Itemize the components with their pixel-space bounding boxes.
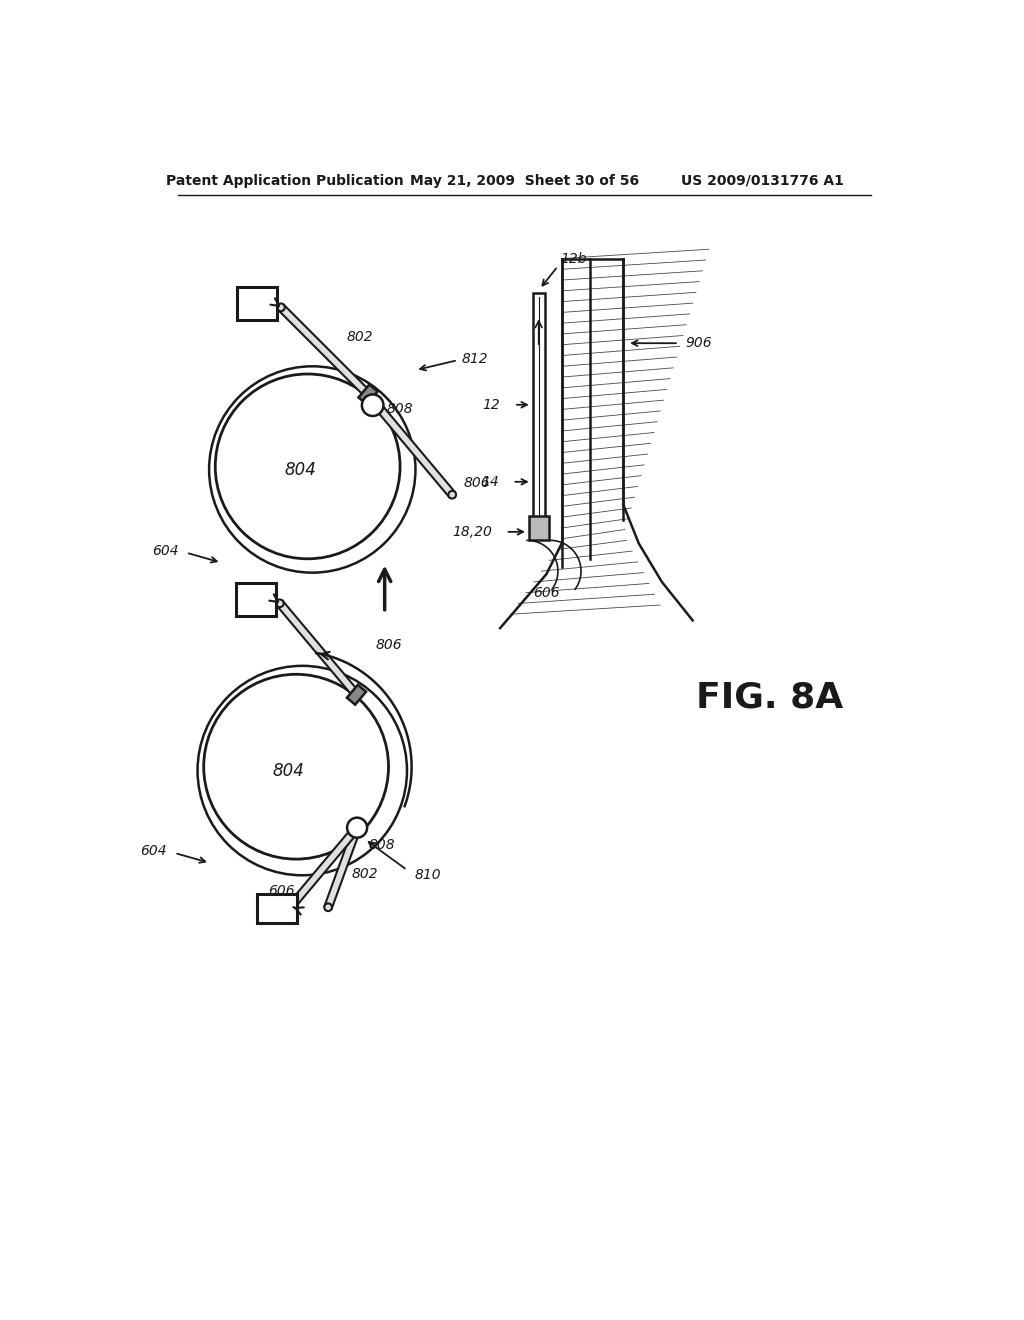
Circle shape	[325, 903, 332, 911]
Bar	[257, 894, 297, 923]
Bar	[532, 293, 545, 536]
Polygon shape	[358, 384, 378, 404]
Text: 804: 804	[272, 762, 304, 780]
Text: US 2009/0131776 A1: US 2009/0131776 A1	[681, 174, 844, 187]
Bar	[237, 288, 278, 319]
Text: FIG. 8A: FIG. 8A	[696, 680, 844, 714]
Text: 808: 808	[386, 403, 413, 416]
Text: 804: 804	[284, 461, 315, 479]
Text: 606: 606	[534, 586, 560, 601]
Text: May 21, 2009  Sheet 30 of 56: May 21, 2009 Sheet 30 of 56	[411, 174, 639, 187]
Polygon shape	[276, 601, 359, 697]
Text: 12: 12	[246, 294, 268, 313]
Text: 906: 906	[685, 337, 712, 350]
Text: 810: 810	[415, 869, 441, 883]
Text: 802: 802	[347, 330, 374, 343]
Polygon shape	[279, 305, 371, 397]
Text: 12b: 12b	[560, 252, 587, 265]
Circle shape	[275, 599, 284, 607]
Circle shape	[347, 817, 367, 838]
Polygon shape	[347, 685, 366, 705]
Text: 18,20: 18,20	[453, 525, 493, 539]
Text: 14: 14	[481, 475, 499, 488]
Text: Patent Application Publication: Patent Application Publication	[166, 174, 403, 187]
Text: 604: 604	[140, 845, 167, 858]
Polygon shape	[325, 826, 360, 908]
Text: 802: 802	[352, 867, 379, 880]
Text: 604: 604	[152, 544, 178, 558]
Circle shape	[361, 395, 383, 416]
Circle shape	[289, 900, 297, 908]
Bar	[528, 516, 549, 540]
Text: 606: 606	[268, 883, 295, 898]
Polygon shape	[366, 392, 455, 498]
Bar	[236, 583, 275, 615]
Polygon shape	[290, 825, 360, 907]
Text: 812: 812	[462, 351, 488, 366]
Text: 806: 806	[376, 638, 402, 652]
Text: 12: 12	[482, 397, 500, 412]
Text: 12: 12	[245, 590, 267, 609]
Circle shape	[449, 491, 456, 499]
Text: 808: 808	[369, 838, 395, 851]
Text: 602: 602	[261, 899, 293, 917]
Text: 806: 806	[464, 477, 490, 490]
Circle shape	[278, 304, 285, 312]
